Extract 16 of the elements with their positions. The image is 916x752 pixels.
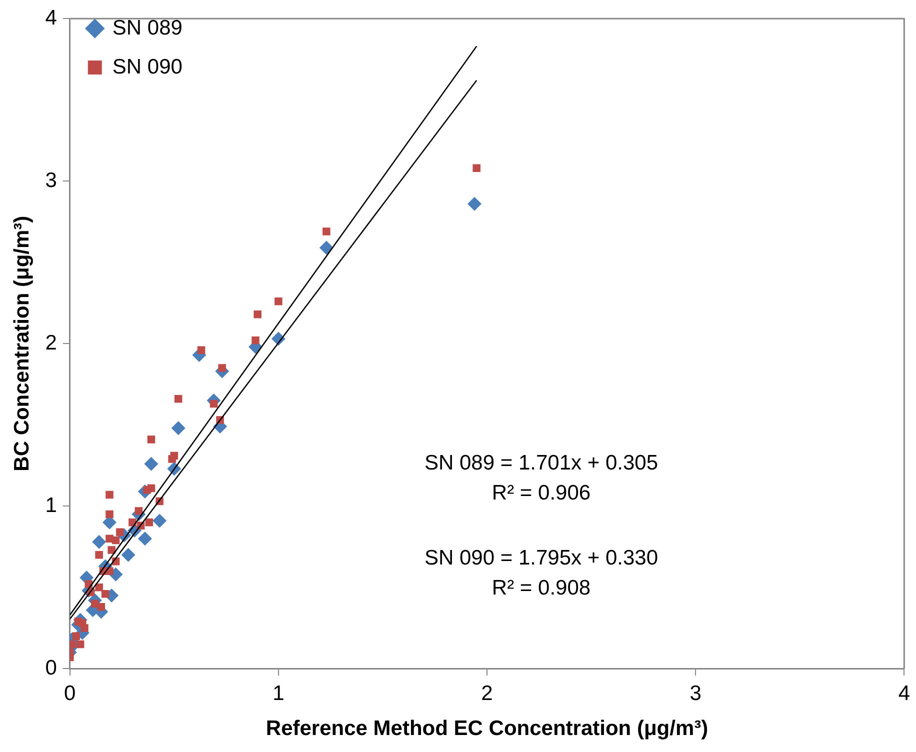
x-tick-label: 1 (272, 682, 284, 705)
x-tick-label: 0 (64, 682, 76, 705)
annotation: SN 089 = 1.701x + 0.305 R² = 0.906 (424, 452, 658, 505)
x-tick-label: 3 (690, 682, 702, 705)
y-tick-label: 2 (45, 331, 57, 354)
y-tick-label: 1 (45, 494, 57, 517)
legend-label: SN 090 (112, 55, 182, 78)
y-tick-label: 4 (45, 6, 58, 30)
x-axis-title: Reference Method EC Concentration (μg/m³) (266, 717, 708, 740)
x-tick-label: 2 (481, 682, 493, 705)
y-axis-title: BC Concentration (μg/m³) (10, 216, 34, 472)
legend-label: SN 089 (112, 16, 182, 40)
annotation: SN 090 = 1.795x + 0.330 R² = 0.908 (424, 546, 658, 600)
x-tick-label: 4 (898, 682, 910, 705)
y-tick-label: 3 (45, 168, 57, 192)
y-tick-label: 0 (45, 656, 57, 680)
